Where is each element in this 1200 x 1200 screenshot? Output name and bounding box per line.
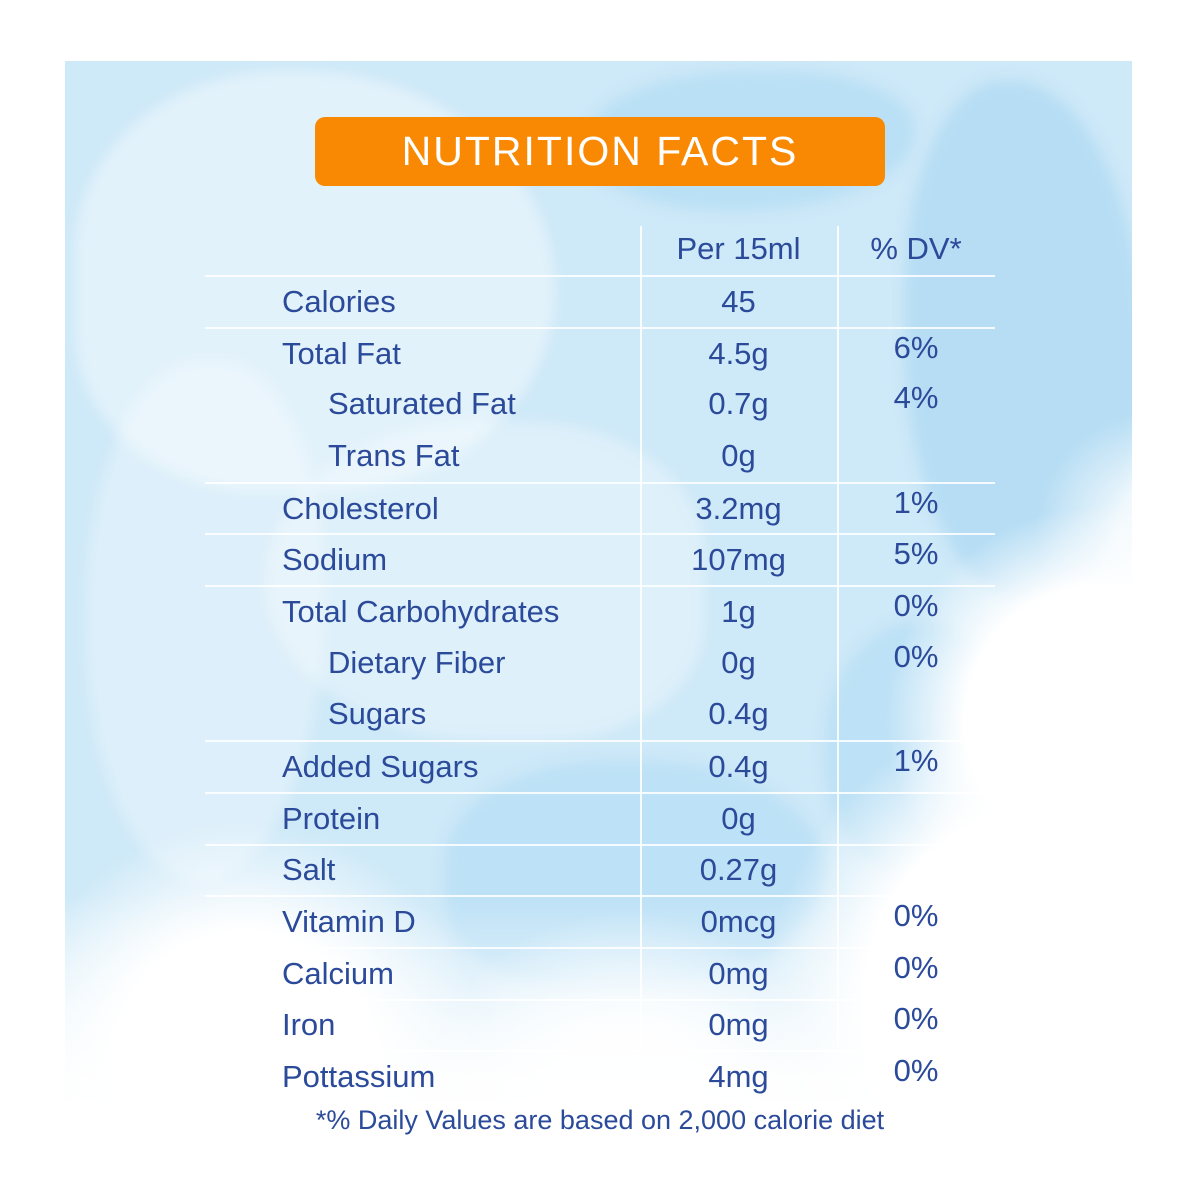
row-amount: 45	[721, 283, 756, 319]
row-dv: 0%	[893, 638, 939, 674]
row-amount: 0g	[721, 437, 756, 473]
table-row: Total Fat 4.5g 6%	[205, 326, 995, 379]
row-dv: 0%	[893, 587, 939, 623]
row-amount: 0mg	[708, 955, 769, 991]
table-row: Sodium 107mg 5%	[205, 533, 995, 585]
row-amount: 0.4g	[708, 696, 769, 732]
row-amount: 0g	[721, 644, 756, 680]
row-label: Trans Fat	[328, 437, 460, 473]
row-label: Vitamin D	[282, 904, 416, 940]
table-row: Calcium 0mg 0%	[205, 946, 995, 999]
row-dv: 0%	[893, 949, 939, 985]
row-label: Sugars	[328, 696, 427, 732]
table-row: Iron 0mg 0%	[205, 998, 995, 1051]
row-dv: 1%	[893, 743, 939, 779]
table-row: Cholesterol 3.2mg 1%	[205, 481, 995, 534]
column-header-dv: % DV*	[870, 230, 962, 266]
column-divider-line	[640, 226, 642, 1048]
table-row: Salt 0.27g	[205, 843, 995, 896]
row-amount: 1g	[721, 593, 756, 629]
row-label: Calories	[282, 283, 396, 319]
table-row: Total Carbohydrates 1g 0%	[205, 585, 995, 637]
row-dv: 0%	[893, 1053, 939, 1089]
row-amount: 0.4g	[708, 749, 769, 785]
row-label: Iron	[282, 1007, 336, 1043]
table-row: Calories 45	[205, 275, 995, 327]
row-label: Sodium	[282, 542, 388, 578]
row-label: Total Fat	[282, 335, 401, 371]
table-row: Protein 0g	[205, 791, 995, 844]
table-row: Saturated Fat 0.7g 4%	[205, 378, 995, 430]
row-amount: 0g	[721, 800, 756, 836]
row-amount: 107mg	[691, 542, 786, 578]
row-amount: 0mg	[708, 1007, 769, 1043]
row-label: Saturated Fat	[328, 386, 516, 422]
watercolor-white-edges	[65, 61, 1132, 1101]
table-row: Added Sugars 0.4g 1%	[205, 740, 995, 792]
nutrition-table: Per 15ml % DV* Calories 45 Total Fat 4.5g 6%…	[205, 222, 995, 1102]
row-dv: 0%	[893, 898, 939, 934]
row-amount: 0.27g	[699, 852, 778, 888]
row-label: Salt	[282, 852, 336, 888]
row-label: Total Carbohydrates	[282, 593, 560, 629]
table-row: Dietary Fiber 0g 0%	[205, 637, 995, 689]
table-header-row: Per 15ml % DV*	[205, 222, 995, 275]
page-title: NUTRITION FACTS	[401, 128, 799, 174]
row-label: Pottassium	[282, 1059, 436, 1095]
row-dv: 6%	[893, 329, 939, 365]
row-label: Calcium	[282, 955, 394, 991]
title-banner: NUTRITION FACTS	[315, 117, 885, 186]
column-divider-line	[837, 226, 839, 1048]
row-dv: 0%	[893, 1001, 939, 1037]
table-row: Trans Fat 0g	[205, 430, 995, 482]
table-row: Vitamin D 0mcg 0%	[205, 895, 995, 947]
row-dv: 4%	[893, 380, 939, 416]
table-row: Pottassium 4mg 0%	[205, 1050, 995, 1102]
table-body: Calories 45 Total Fat 4.5g 6% Saturated Fat 0.…	[205, 275, 995, 1102]
row-label: Added Sugars	[282, 749, 479, 785]
row-amount: 0mcg	[700, 904, 777, 940]
column-header-amount: Per 15ml	[676, 230, 801, 266]
row-label: Protein	[282, 800, 381, 836]
row-amount: 3.2mg	[695, 490, 782, 526]
row-label: Dietary Fiber	[328, 644, 506, 680]
row-dv: 5%	[893, 536, 939, 572]
row-amount: 4.5g	[708, 335, 769, 371]
table-row: Sugars 0.4g	[205, 689, 995, 741]
row-amount: 0.7g	[708, 386, 769, 422]
footnote: *% Daily Values are based on 2,000 calor…	[315, 1105, 885, 1135]
row-amount: 4mg	[708, 1059, 769, 1095]
row-dv: 1%	[893, 484, 939, 520]
row-label: Cholesterol	[282, 490, 439, 526]
